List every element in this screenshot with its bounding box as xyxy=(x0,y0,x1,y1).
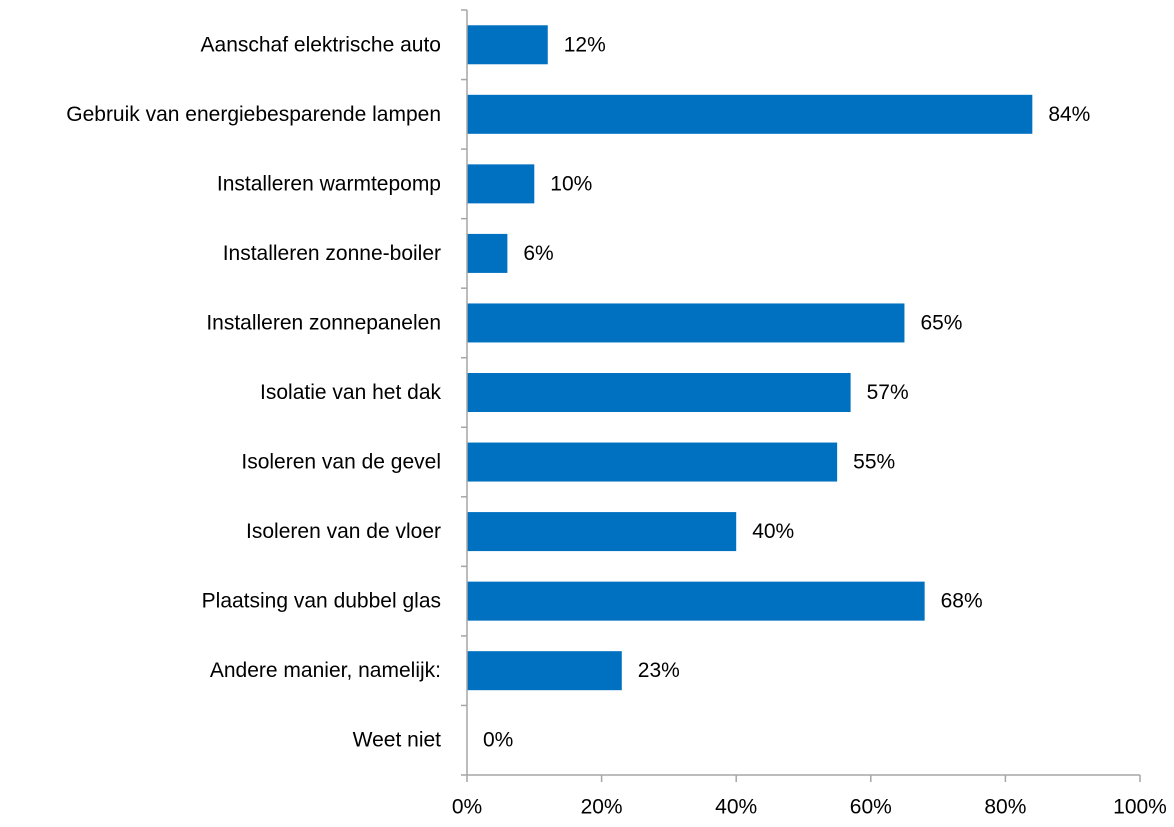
x-tick-label: 0% xyxy=(452,796,482,819)
x-tick-label: 40% xyxy=(715,796,757,819)
bar xyxy=(467,94,1033,134)
bar xyxy=(467,303,905,343)
data-label: 6% xyxy=(523,242,553,265)
x-tick-label: 20% xyxy=(581,796,623,819)
data-labels: 12% 84% 10% 6% 65% 57% 55% 40% 68% 23% 0% xyxy=(483,33,1090,751)
category-label: Installeren zonnepanelen xyxy=(206,311,441,334)
x-tick-label: 80% xyxy=(984,796,1026,819)
category-label: Plaatsing van dubbel glas xyxy=(202,590,441,613)
category-label: Aanschaf elektrische auto xyxy=(201,33,441,56)
data-label: 23% xyxy=(638,659,680,682)
bars-layer xyxy=(467,25,1033,691)
data-label: 12% xyxy=(564,33,606,56)
x-tick-label: 100% xyxy=(1113,796,1167,819)
x-tick-labels: 0% 20% 40% 60% 80% 100% xyxy=(452,796,1167,819)
data-label: 68% xyxy=(941,590,983,613)
bar xyxy=(467,581,925,621)
bar xyxy=(467,651,622,691)
category-label: Weet niet xyxy=(353,729,441,752)
category-label: Andere manier, namelijk: xyxy=(210,659,441,682)
data-label: 55% xyxy=(853,451,895,474)
bar xyxy=(467,164,535,204)
data-label: 57% xyxy=(867,381,909,404)
bar xyxy=(467,373,851,412)
data-label: 40% xyxy=(752,520,794,543)
axes xyxy=(461,9,1141,782)
bar xyxy=(467,512,737,552)
bar xyxy=(467,442,838,482)
data-label: 0% xyxy=(483,729,513,752)
category-label: Installeren warmtepomp xyxy=(217,172,441,195)
category-label: Isolatie van het dak xyxy=(260,381,441,404)
category-label: Gebruik van energiebesparende lampen xyxy=(66,103,441,126)
data-label: 84% xyxy=(1048,103,1090,126)
bar xyxy=(467,233,508,273)
data-label: 65% xyxy=(920,311,962,334)
bar xyxy=(467,25,548,65)
category-label: Isoleren van de vloer xyxy=(246,520,441,543)
category-label: Installeren zonne-boiler xyxy=(223,242,441,265)
x-tick-label: 60% xyxy=(850,796,892,819)
data-label: 10% xyxy=(550,172,592,195)
category-labels: Aanschaf elektrische auto Gebruik van ene… xyxy=(66,33,441,751)
category-label: Isoleren van de gevel xyxy=(241,451,441,474)
